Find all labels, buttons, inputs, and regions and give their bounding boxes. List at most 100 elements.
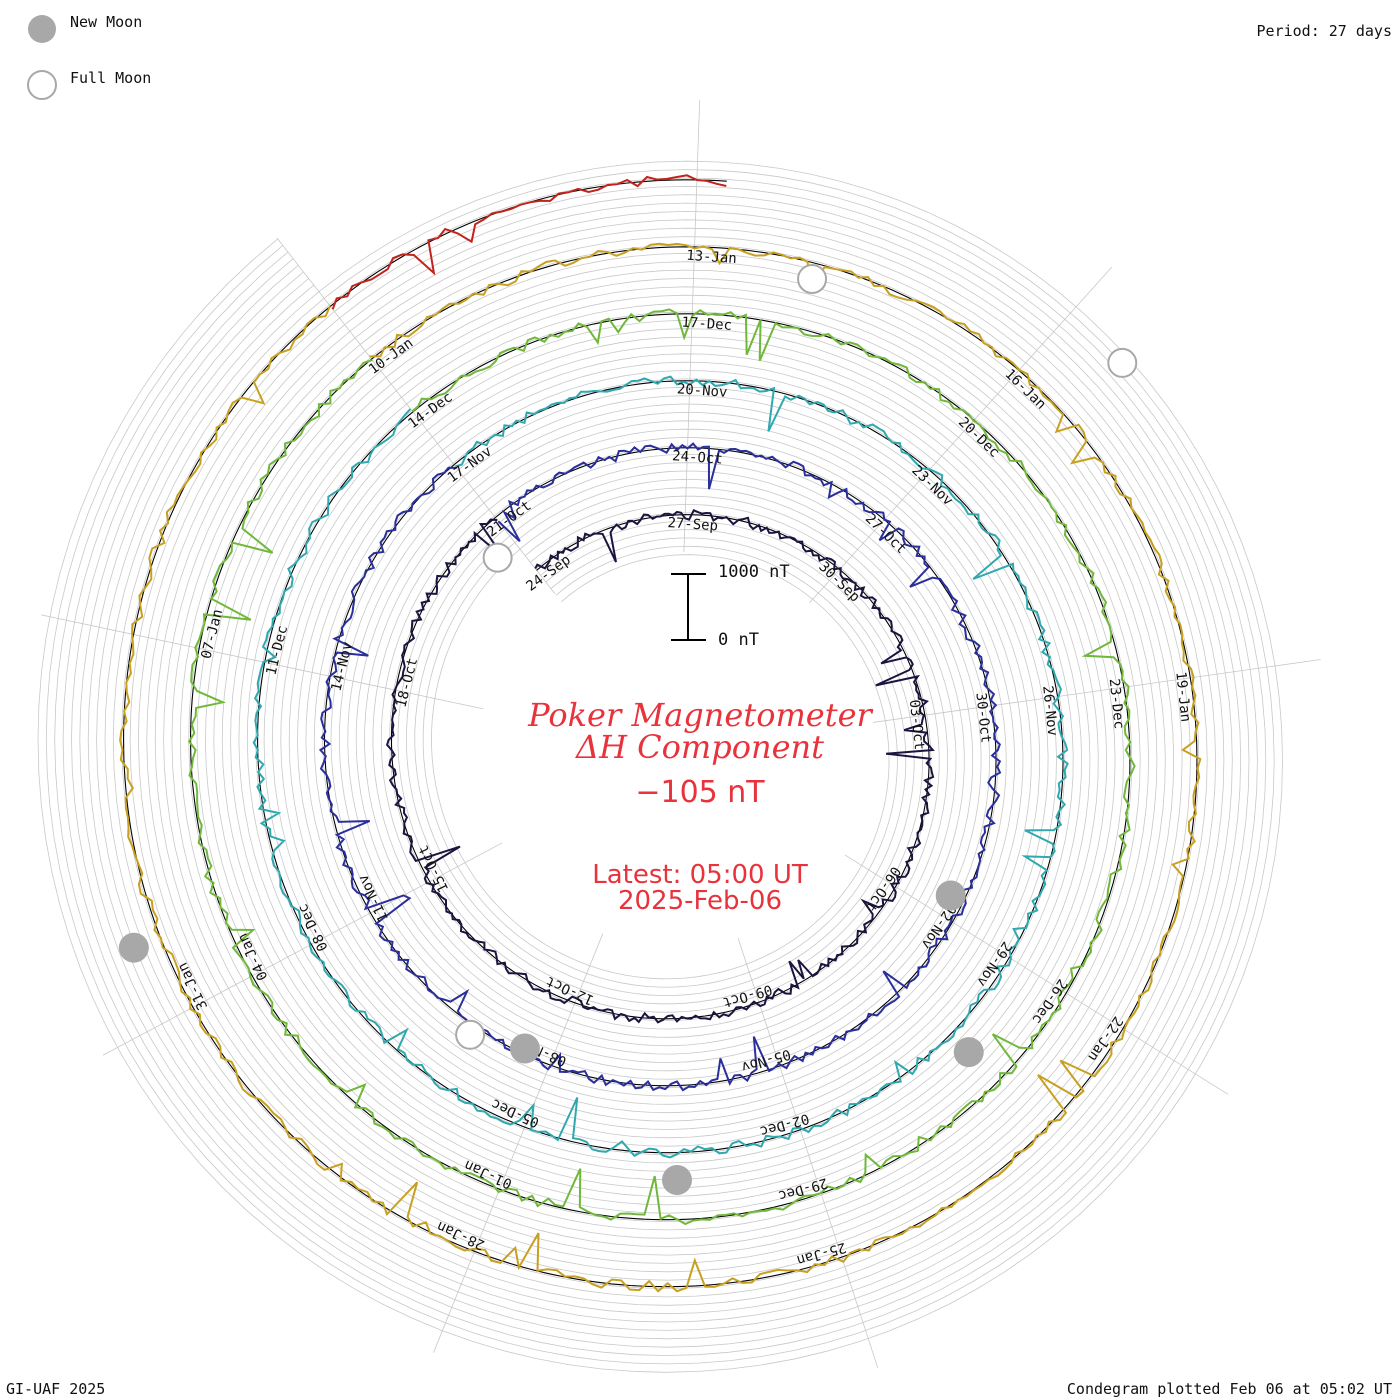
date-label: 26-Nov: [1039, 685, 1060, 737]
grid-spiral-line: [163, 286, 1158, 1248]
credit-footer: GI-UAF 2025: [6, 1380, 106, 1398]
grid-spiral-line: [338, 462, 982, 1072]
date-label: 27-Sep: [667, 515, 719, 534]
date-label: 20-Nov: [676, 381, 728, 400]
grid-spiral-line: [79, 202, 1242, 1331]
grid-spiral-line: [146, 269, 1175, 1264]
grid-spiral-line: [271, 395, 1049, 1139]
grid-spiral-line: [213, 336, 1108, 1197]
new-moon-marker: [509, 1033, 540, 1064]
scale-bottom-label: 0 nT: [718, 630, 759, 650]
grid-spiral-line: [431, 548, 890, 980]
grid-radial-spoke: [41, 614, 484, 710]
new-moon-marker: [662, 1165, 692, 1195]
grid-radial-spoke: [276, 237, 556, 595]
date-label: 19-Jan: [1172, 671, 1193, 723]
grid-spiral-line: [54, 177, 1267, 1356]
grid-spiral-line: [380, 504, 940, 1030]
data-trace-03-Feb: [331, 174, 727, 310]
plotted-footer: Condegram plotted Feb 06 at 05:02 UT: [1066, 1380, 1392, 1398]
chart-title: Poker Magnetometer: [528, 696, 872, 734]
grid-spiral-line: [305, 428, 1016, 1105]
grid-spiral-line: [230, 353, 1091, 1181]
grid-spiral-line: [422, 542, 898, 988]
grid-spiral-line: [45, 169, 1275, 1365]
grid-spiral-line: [129, 252, 1191, 1281]
grid-spiral-line: [96, 219, 1225, 1315]
grid-spiral-line: [171, 294, 1150, 1239]
grid-spiral-line: [154, 277, 1166, 1256]
baseline-spiral-10-Jan: [123, 246, 1198, 1288]
date-label: 24-Oct: [672, 448, 724, 467]
date-label: 03-Oct: [906, 699, 927, 751]
latest-time: Latest: 05:00 UT: [592, 860, 808, 890]
grid-radial-spoke: [737, 938, 879, 1369]
grid-spiral-line: [364, 487, 957, 1047]
grid-radial-spoke: [102, 842, 503, 1056]
grid-spiral-line: [71, 194, 1250, 1340]
period-label: Period: 27 days: [1256, 22, 1392, 40]
grid-spiral-line: [347, 470, 974, 1063]
latest-date: 2025-Feb-06: [617, 886, 783, 916]
data-trace-24-Sep: [385, 509, 935, 1024]
full-moon-marker: [455, 1019, 486, 1050]
grid-spiral-line: [372, 495, 949, 1038]
chart-subtitle: ΔH Component: [575, 728, 825, 766]
full-moon-marker: [797, 263, 828, 294]
grid-spiral-line: [330, 453, 990, 1080]
grid-spiral-line: [322, 445, 999, 1089]
grid-spiral-line: [297, 420, 1024, 1114]
grid-spiral-line: [179, 303, 1141, 1231]
grid-spiral-line: [246, 370, 1074, 1164]
grid-spiral-line: [355, 478, 965, 1055]
grid-radial-spoke: [809, 266, 1113, 604]
new-moon-legend-icon: [28, 15, 56, 43]
new-moon-marker: [118, 932, 149, 963]
data-trace-21-Oct: [318, 442, 1002, 1092]
new-moon-marker: [935, 880, 966, 911]
grid-radial-spoke: [433, 933, 604, 1353]
grid-spiral-line: [280, 403, 1041, 1130]
date-label: 17-Dec: [681, 314, 733, 333]
data-trace-14-Dec: [187, 308, 1136, 1226]
new-moon-legend-label: New Moon: [70, 13, 143, 31]
grid-spiral-line: [188, 311, 1133, 1223]
grid-spiral-line: [414, 535, 907, 996]
new-moon-marker: [953, 1037, 984, 1068]
grid-spiral-line: [37, 160, 1283, 1373]
date-label: 23-Dec: [1106, 678, 1127, 730]
grid-spiral-line: [104, 227, 1217, 1306]
grid-radial-spoke: [683, 100, 701, 553]
grid-spiral-line: [238, 361, 1083, 1172]
scale-top-label: 1000 nT: [718, 562, 790, 582]
grid-spiral-line: [137, 261, 1183, 1273]
grid-spiral-line: [196, 319, 1124, 1214]
date-label: 13-Jan: [686, 248, 738, 267]
baseline-spiral-14-Dec: [190, 313, 1131, 1221]
baseline-spiral-17-Nov: [257, 380, 1064, 1154]
grid-spiral-line: [263, 386, 1057, 1147]
grid-spiral-line: [112, 236, 1208, 1298]
data-trace-10-Jan: [119, 242, 1202, 1293]
grid-spiral-line: [405, 529, 915, 1005]
grid-radial-spoke: [873, 659, 1321, 723]
current-value: −105 nT: [635, 775, 765, 810]
full-moon-legend-label: Full Moon: [70, 69, 152, 87]
date-label: 27-Oct: [862, 511, 909, 558]
full-moon-legend-icon: [27, 70, 57, 100]
grid-radial-spoke: [844, 854, 1229, 1095]
grid-spiral-line: [313, 437, 1007, 1097]
date-label: 30-Sep: [815, 559, 862, 606]
date-label: 30-Oct: [972, 692, 993, 744]
data-trace-17-Nov: [252, 375, 1069, 1159]
full-moon-marker: [1107, 347, 1138, 378]
grid-spiral-line: [288, 411, 1032, 1122]
grid-spiral-line: [87, 210, 1233, 1323]
grid-spiral-line: [221, 344, 1099, 1189]
full-moon-marker: [482, 542, 513, 573]
grid-spiral-line: [397, 520, 923, 1013]
grid-spiral-line: [389, 512, 932, 1022]
grid-spiral-line: [204, 328, 1116, 1206]
grid-spiral-line: [62, 185, 1258, 1348]
